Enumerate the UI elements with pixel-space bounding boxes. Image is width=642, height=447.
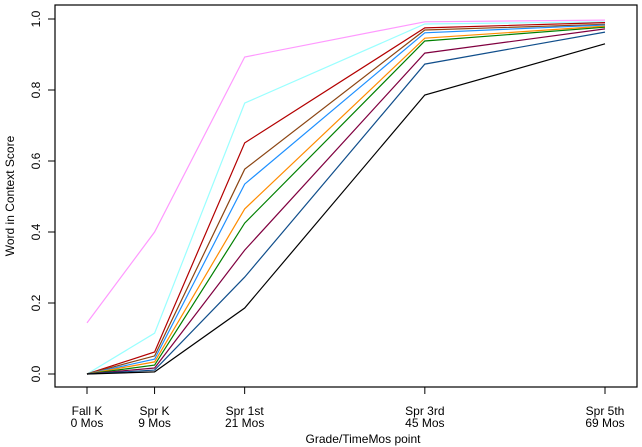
- x-tick-label: Spr K: [140, 404, 170, 418]
- x-tick-label: 9 Mos: [138, 416, 171, 430]
- plot-frame: [54, 4, 638, 388]
- x-tick-label: Spr 1st: [226, 404, 265, 418]
- y-tick-label: 0.2: [29, 294, 43, 311]
- series-line-pink: [86, 19, 606, 324]
- series-line-brown: [86, 23, 606, 375]
- y-tick-label: 0.4: [29, 223, 43, 240]
- series-line-cyan: [86, 21, 606, 375]
- x-tick-label: 21 Mos: [225, 416, 264, 430]
- series-line-black: [86, 43, 606, 375]
- series-line-green: [86, 26, 606, 375]
- series-line-blue: [86, 24, 606, 375]
- x-tick-label: Fall K: [72, 404, 103, 418]
- y-tick-label: 1.0: [29, 10, 43, 27]
- x-axis-title: Grade/TimeMos point: [306, 432, 422, 446]
- y-axis-title: Word in Context Score: [3, 135, 17, 256]
- x-tick-label: 69 Mos: [585, 416, 624, 430]
- y-tick-label: 0.0: [29, 365, 43, 382]
- y-tick-label: 0.8: [29, 81, 43, 98]
- series-line-orange: [86, 25, 606, 375]
- series-line-darkred: [86, 22, 606, 375]
- series-line-purple: [86, 28, 606, 375]
- y-axis: 0.0 0.2 0.4 0.6 0.8 1.0: [29, 10, 55, 382]
- x-tick-label: Spr 3rd: [405, 404, 444, 418]
- x-tick-label: 0 Mos: [71, 416, 104, 430]
- series-lines: [86, 19, 606, 375]
- series-line-navy: [86, 31, 606, 375]
- y-tick-label: 0.6: [29, 152, 43, 169]
- x-tick-label: Spr 5th: [586, 404, 625, 418]
- x-tick-label: 45 Mos: [405, 416, 444, 430]
